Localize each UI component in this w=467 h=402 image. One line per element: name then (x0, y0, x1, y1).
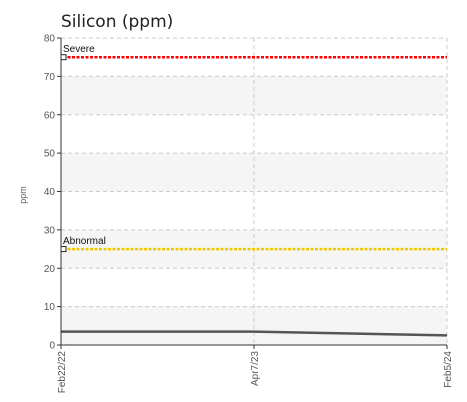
y-tick-label: 60 (44, 110, 56, 121)
x-tick-labels: Feb22/22 Apr7/23 Feb5/24 (57, 351, 454, 394)
series-line (61, 330, 448, 337)
threshold-marker-abnormal (60, 246, 67, 253)
chart-title: Silicon (ppm) (61, 12, 173, 32)
y-tick-label: 40 (44, 187, 56, 198)
y-tick-label: 30 (44, 225, 56, 236)
y-tick-label: 20 (44, 264, 56, 275)
threshold-marker-severe (60, 54, 67, 61)
y-tick-labels: 0 10 20 30 40 50 60 70 80 (44, 34, 56, 352)
y-tick-label: 70 (44, 72, 56, 83)
y-tick-label: 50 (44, 149, 56, 160)
data-series (61, 330, 448, 337)
threshold-label-abnormal: Abnormal (63, 236, 106, 247)
x-tick-label: Apr7/23 (250, 351, 261, 386)
y-axis-label: ppm (18, 186, 28, 204)
threshold-label-severe: Severe (63, 44, 95, 55)
y-tick-label: 80 (44, 34, 56, 45)
threshold-lines: Severe Abnormal (60, 44, 447, 253)
x-tick-label: Feb5/24 (443, 351, 454, 388)
x-tick-label: Feb22/22 (57, 351, 68, 394)
axes (57, 37, 448, 349)
y-tick-label: 0 (49, 341, 55, 352)
y-tick-label: 10 (44, 302, 56, 313)
